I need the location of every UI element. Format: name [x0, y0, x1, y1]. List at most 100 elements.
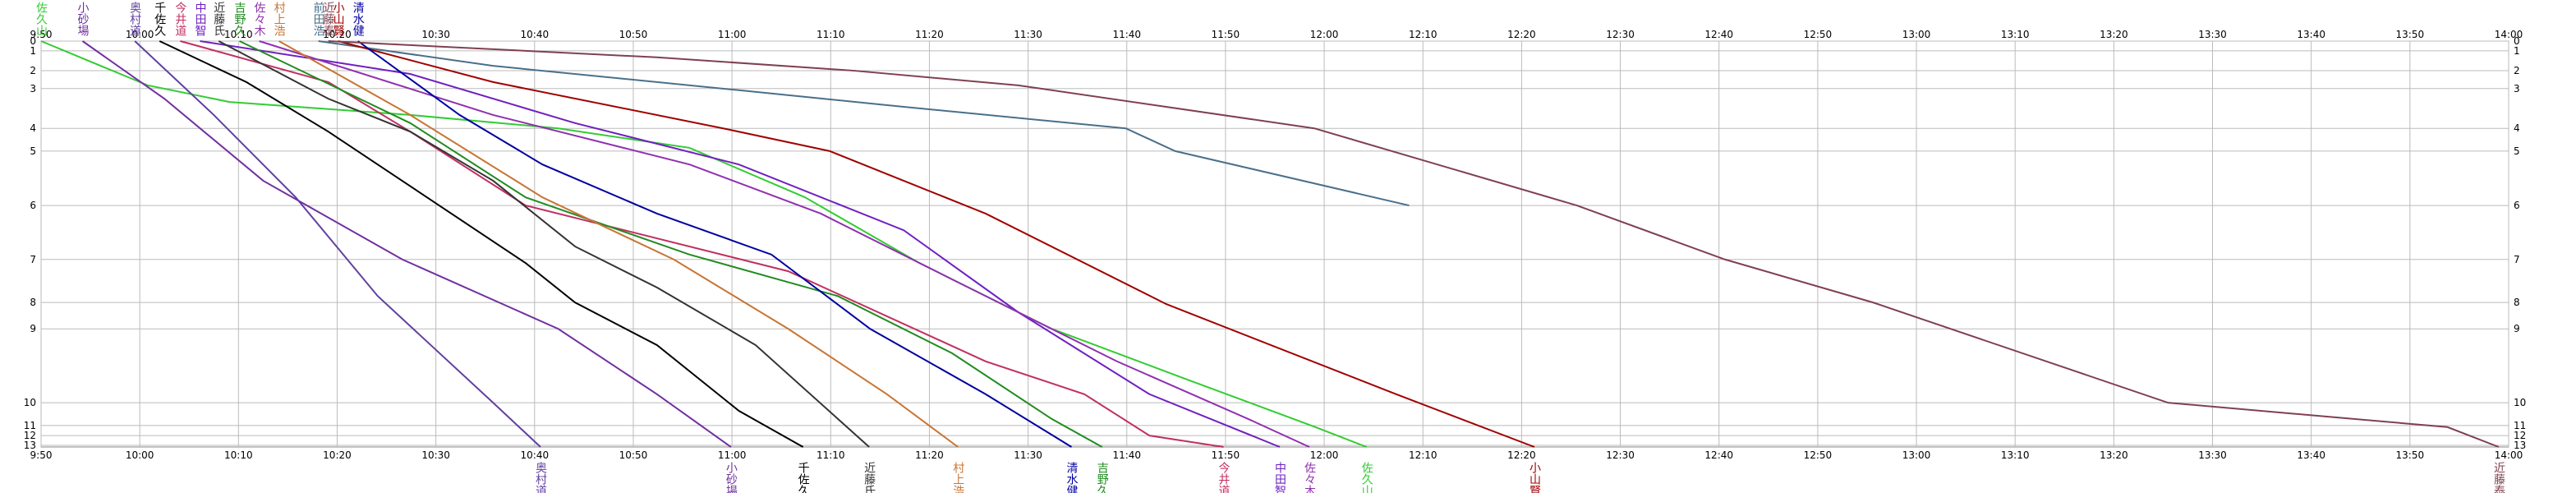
- x-tick-label: 12:40: [1704, 29, 1733, 40]
- series-label-bottom: 中田智: [1273, 462, 1286, 493]
- series-line: [200, 40, 1281, 448]
- y-tick-label: 5: [2514, 145, 2520, 157]
- x-tick-label: 10:10: [224, 449, 253, 461]
- y-tick-label: 13: [24, 440, 36, 451]
- x-tick-label: 11:50: [1212, 29, 1240, 40]
- y-tick-label: 8: [30, 297, 36, 308]
- series-line: [218, 40, 870, 448]
- y-tick-label: 2: [30, 65, 36, 76]
- series-label-bottom: 吉野久: [1096, 462, 1109, 493]
- y-tick-label: 12: [2514, 430, 2526, 441]
- x-tick-label: 10:40: [521, 449, 550, 461]
- x-tick-label: 13:30: [2198, 449, 2227, 461]
- x-tick-label: 12:20: [1507, 449, 1536, 461]
- series-line: [81, 40, 732, 448]
- y-tick-label: 11: [2514, 420, 2526, 431]
- x-tick-label: 10:30: [421, 29, 450, 40]
- series-label-top: 近藤氏: [212, 2, 225, 36]
- x-tick-label: 12:30: [1606, 449, 1635, 461]
- series-label-top: 村上浩: [273, 2, 286, 36]
- y-tick-label: 10: [24, 397, 36, 408]
- series-line: [259, 40, 1310, 448]
- series-label-top: 佐久山: [34, 2, 48, 36]
- x-tick-label: 13:40: [2297, 29, 2325, 40]
- x-tick-label: 11:40: [1112, 449, 1141, 461]
- x-tick-label: 11:30: [1014, 449, 1042, 461]
- y-tick-label: 6: [30, 200, 36, 211]
- y-tick-label: 9: [30, 323, 36, 334]
- x-tick-label: 11:00: [718, 29, 747, 40]
- x-tick-label: 10:40: [521, 29, 550, 40]
- series-label-top: 今井道: [173, 2, 186, 37]
- x-tick-label: 11:10: [816, 29, 845, 40]
- x-tick-label: 13:00: [1902, 29, 1931, 40]
- y-tick-label: 11: [24, 420, 36, 431]
- series-label-bottom: 千佐久: [797, 462, 810, 493]
- x-tick-label: 13:10: [2001, 29, 2030, 40]
- x-tick-label: 14:00: [2495, 449, 2523, 461]
- series-line: [134, 40, 541, 448]
- x-tick-label: 9:50: [30, 29, 53, 40]
- series-line: [40, 40, 1368, 448]
- y-tick-label: 12: [24, 430, 36, 441]
- x-tick-label: 11:50: [1212, 449, 1240, 461]
- x-tick-label: 13:40: [2297, 449, 2325, 461]
- y-tick-label: 1: [30, 45, 36, 57]
- x-tick-label: 12:50: [1804, 449, 1833, 461]
- x-tick-label: 12:00: [1310, 449, 1339, 461]
- x-tick-label: 13:00: [1902, 449, 1931, 461]
- y-tick-label: 7: [2514, 254, 2520, 265]
- series-label-bottom: 奥村道: [534, 461, 547, 493]
- y-tick-label: 4: [30, 122, 36, 134]
- y-tick-label: 3: [30, 83, 36, 94]
- y-tick-label: 1: [2514, 45, 2520, 57]
- x-tick-label: 14:00: [2495, 29, 2523, 40]
- x-tick-label: 11:40: [1112, 29, 1141, 40]
- y-tick-label: 10: [2514, 397, 2526, 408]
- plot-frame: [40, 40, 2509, 448]
- series-label-bottom: 佐々木: [1303, 462, 1316, 493]
- series-label-bottom: 清水健: [1065, 462, 1078, 493]
- series-label-bottom: 今井道: [1217, 462, 1230, 493]
- series-label-bottom: 近藤氏: [862, 462, 876, 493]
- x-tick-label: 12:00: [1310, 29, 1339, 40]
- series-label-top: 吉野久: [233, 2, 246, 36]
- series-line: [318, 40, 1410, 207]
- x-tick-label: 13:50: [2396, 449, 2425, 461]
- series-label-top: 小山賢: [332, 2, 345, 36]
- x-tick-label: 13:10: [2001, 449, 2030, 461]
- y-tick-label: 6: [2514, 200, 2520, 211]
- series-label-top: 前田浩: [312, 1, 325, 36]
- series-line: [159, 40, 804, 448]
- series-label-top: 小砂場: [76, 2, 89, 36]
- x-tick-label: 13:30: [2198, 29, 2227, 40]
- y-tick-label: 8: [2514, 297, 2520, 308]
- series-label-top: 奥村道: [128, 1, 141, 37]
- series-label-bottom: 近藤泰: [2492, 462, 2505, 493]
- series-line: [357, 40, 1072, 448]
- series-label-bottom: 小山賢: [1528, 462, 1541, 493]
- x-tick-label: 11:20: [915, 29, 944, 40]
- y-tick-label: 0: [30, 35, 36, 47]
- y-tick-label: 7: [30, 254, 36, 265]
- series-line: [180, 40, 1224, 448]
- x-tick-label: 12:10: [1409, 29, 1438, 40]
- x-tick-label: 11:30: [1014, 29, 1042, 40]
- y-tick-label: 0: [2514, 35, 2520, 47]
- x-tick-label: 12:10: [1409, 449, 1438, 461]
- x-tick-label: 12:30: [1606, 29, 1635, 40]
- x-tick-label: 11:10: [816, 449, 845, 461]
- series-line: [278, 40, 959, 448]
- y-tick-label: 9: [2514, 323, 2520, 334]
- x-tick-label: 13:20: [2100, 29, 2128, 40]
- series-label-bottom: 村上浩: [951, 462, 964, 493]
- x-tick-label: 10:20: [323, 29, 352, 40]
- series-label-top: 千佐久: [153, 2, 166, 36]
- series-line: [239, 40, 1103, 448]
- x-tick-label: 10:30: [421, 449, 450, 461]
- series-label-bottom: 小砂場: [724, 462, 738, 493]
- y-tick-label: 5: [30, 145, 36, 157]
- x-tick-label: 11:20: [915, 449, 944, 461]
- x-tick-label: 11:00: [718, 449, 747, 461]
- x-tick-label: 13:20: [2100, 449, 2128, 461]
